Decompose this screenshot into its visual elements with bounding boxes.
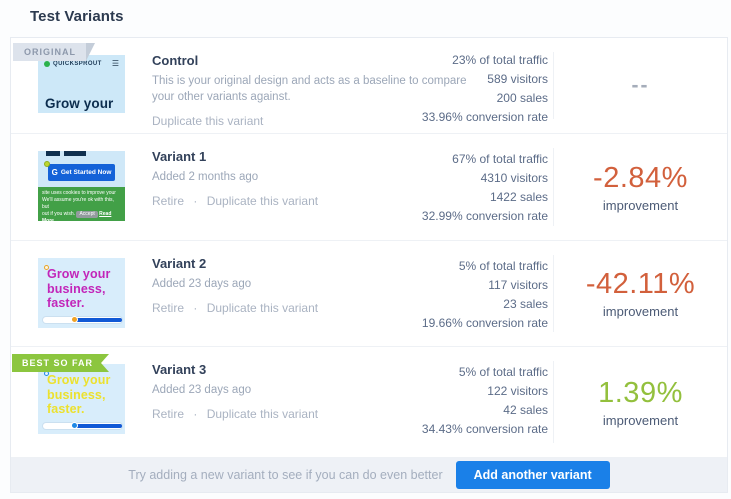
thumbnail-button-bar: [73, 424, 122, 428]
improvement-value: -2.84%: [593, 161, 688, 194]
page-title: Test Variants: [30, 8, 124, 25]
stat-sales: 200 sales: [496, 91, 548, 105]
cookie-banner: site uses cookies to improve your We'll …: [38, 187, 125, 221]
read-more-link: Read More: [42, 211, 112, 221]
stat-conversion: 19.66% conversion rate: [421, 316, 548, 330]
variant-added-date: Added 23 days ago: [152, 278, 252, 290]
improvement-value: -42.11%: [585, 268, 696, 300]
thumbnail-input-bar: [43, 316, 122, 323]
column-divider: [553, 52, 554, 119]
duplicate-variant-link[interactable]: Duplicate this variant: [206, 407, 319, 421]
variant-name: Control: [152, 53, 199, 68]
control-thumbnail[interactable]: QUICKSPROUT ☰ Grow your: [38, 55, 125, 113]
stat-visitors: 4310 visitors: [480, 171, 548, 185]
cropped-headline-fragment: [64, 151, 86, 156]
stat-traffic: 67% of total traffic: [452, 152, 548, 166]
variant-stats: 67% of total traffic 4310 visitors 1422 …: [422, 150, 548, 226]
variant-info: Variant 3 Added 23 days ago Retire · Dup…: [152, 362, 492, 421]
quicksprout-logo-icon: [44, 61, 50, 67]
variant-stats: 5% of total traffic 122 visitors 42 sale…: [422, 363, 548, 439]
stat-traffic: 5% of total traffic: [458, 365, 548, 379]
stat-traffic: 5% of total traffic: [458, 259, 548, 273]
thumbnail-headline: Grow your: [45, 96, 114, 111]
stat-traffic: 23% of total traffic: [452, 53, 548, 67]
link-separator: ·: [193, 301, 198, 315]
stat-visitors: 589 visitors: [487, 72, 548, 86]
improvement-value: 1.39%: [598, 376, 683, 409]
variant-stats: 5% of total traffic 117 visitors 23 sale…: [422, 257, 548, 333]
variant-row-control: ORIGINAL QUICKSPROUT ☰ Grow your Control…: [11, 38, 727, 134]
improvement-cell: -2.84% improvement: [554, 134, 727, 240]
variant-added-date: Added 2 months ago: [152, 171, 259, 183]
improvement-cell: -42.11% improvement: [554, 241, 727, 346]
variant-info: Variant 2 Added 23 days ago Retire · Dup…: [152, 256, 492, 315]
best-so-far-badge: BEST SO FAR: [12, 354, 109, 372]
variant-info: Variant 1 Added 2 months ago Retire · Du…: [152, 149, 492, 208]
variant-row-1: G Get Started Now site uses cookies to i…: [11, 134, 727, 241]
stat-conversion: 32.99% conversion rate: [421, 209, 548, 223]
stat-visitors: 117 visitors: [488, 278, 548, 292]
variant-info: Control This is your original design and…: [152, 53, 492, 128]
marker-dot-icon: [44, 161, 50, 167]
retire-variant-link[interactable]: Retire: [152, 407, 185, 421]
link-separator: ·: [193, 407, 198, 421]
thumbnail-header: QUICKSPROUT ☰: [38, 55, 125, 68]
variant-2-thumbnail[interactable]: Grow your business, faster.: [38, 258, 125, 328]
add-another-variant-button[interactable]: Add another variant: [455, 461, 610, 489]
duplicate-variant-link[interactable]: Duplicate this variant: [206, 194, 319, 208]
thumbnail-input-bar: [43, 422, 122, 429]
add-variant-footer: Try adding a new variant to see if you c…: [11, 458, 727, 492]
cookie-text-line: site uses cookies to improve your: [42, 190, 116, 196]
edit-marker-icon: [71, 316, 79, 323]
retire-variant-link[interactable]: Retire: [152, 194, 185, 208]
variant-stats: 23% of total traffic 589 visitors 200 sa…: [422, 51, 548, 127]
variant-name: Variant 2: [152, 256, 207, 271]
thumbnail-headline: Grow your business, faster.: [47, 267, 111, 310]
improvement-label: improvement: [602, 197, 679, 213]
quicksprout-logo-text: QUICKSPROUT: [53, 61, 102, 67]
duplicate-variant-link[interactable]: Duplicate this variant: [152, 114, 264, 128]
cropped-headline-fragment: [46, 151, 60, 156]
improvement-value: --: [631, 73, 650, 97]
stat-sales: 1422 sales: [489, 190, 548, 204]
variant-row-3: BEST SO FAR Grow your business, faster. …: [11, 347, 727, 458]
improvement-label: improvement: [602, 412, 679, 428]
accept-button: Accept: [76, 211, 98, 218]
variant-added-date: Added 23 days ago: [152, 384, 252, 396]
hamburger-menu-icon: ☰: [111, 59, 119, 68]
column-divider: [553, 255, 554, 332]
variant-name: Variant 1: [152, 149, 207, 164]
duplicate-variant-link[interactable]: Duplicate this variant: [206, 301, 319, 315]
stat-sales: 23 sales: [503, 297, 548, 311]
link-separator: ·: [193, 194, 198, 208]
thumbnail-headline: Grow your business, faster.: [47, 373, 111, 416]
column-divider: [553, 361, 554, 443]
improvement-cell: 1.39% improvement: [554, 347, 727, 457]
thumbnail-button-bar: [73, 318, 122, 322]
test-variants-card: ORIGINAL QUICKSPROUT ☰ Grow your Control…: [10, 37, 728, 493]
add-variant-prompt: Try adding a new variant to see if you c…: [128, 468, 443, 482]
thumbnail-cta-label: Get Started Now: [60, 169, 112, 176]
cookie-text-line: out if you wish. Accept Read More: [42, 211, 121, 221]
retire-variant-link[interactable]: Retire: [152, 301, 185, 315]
edit-marker-icon: [44, 265, 49, 270]
variant-1-thumbnail[interactable]: G Get Started Now site uses cookies to i…: [38, 151, 125, 221]
thumbnail-cta-button: G Get Started Now: [48, 164, 115, 181]
stat-conversion: 33.96% conversion rate: [421, 110, 548, 124]
original-badge: ORIGINAL: [13, 43, 95, 61]
stat-sales: 42 sales: [503, 403, 548, 417]
edit-marker-icon: [71, 422, 79, 429]
stat-conversion: 34.43% conversion rate: [421, 422, 548, 436]
variant-row-2: Grow your business, faster. Variant 2 Ad…: [11, 241, 727, 347]
stat-visitors: 122 visitors: [487, 384, 548, 398]
improvement-label: improvement: [602, 304, 679, 319]
google-g-icon: G: [51, 168, 58, 177]
improvement-cell: --: [554, 38, 727, 133]
variant-description: This is your original design and acts as…: [152, 75, 467, 103]
column-divider: [553, 148, 554, 226]
variant-name: Variant 3: [152, 362, 207, 377]
variant-3-thumbnail[interactable]: Grow your business, faster.: [38, 364, 125, 434]
cookie-text-line: We'll assume you're ok with this, but: [42, 197, 114, 210]
